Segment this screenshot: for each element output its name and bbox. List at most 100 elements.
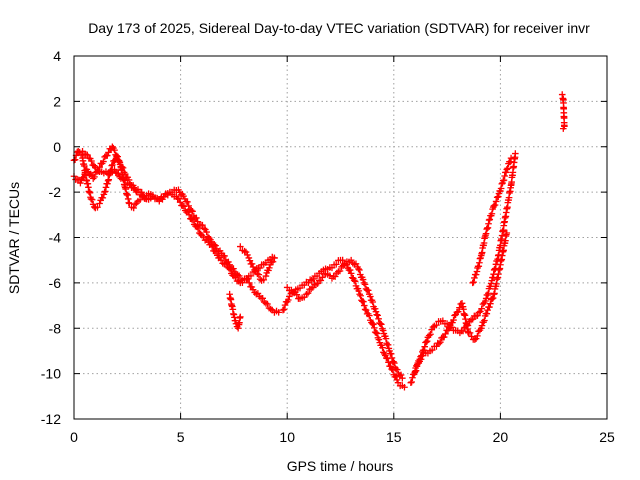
data-point xyxy=(506,158,514,166)
data-point xyxy=(478,305,485,312)
data-point xyxy=(242,248,250,256)
data-point xyxy=(256,275,264,283)
data-point xyxy=(359,276,367,283)
data-point xyxy=(200,225,208,232)
data-point xyxy=(450,316,457,324)
data-point xyxy=(397,371,405,379)
data-point xyxy=(502,169,510,176)
data-point xyxy=(138,188,145,196)
data-point xyxy=(351,278,359,285)
data-point xyxy=(488,210,496,218)
data-point xyxy=(428,346,436,354)
data-point xyxy=(445,324,453,332)
data-point xyxy=(507,154,515,162)
data-point xyxy=(269,258,277,266)
data-point xyxy=(87,195,95,203)
data-point xyxy=(433,321,440,329)
data-point xyxy=(236,243,244,250)
data-point xyxy=(360,298,367,306)
data-point xyxy=(235,272,243,280)
data-point xyxy=(488,295,496,303)
data-point xyxy=(369,320,376,328)
data-point xyxy=(194,225,202,233)
data-point xyxy=(360,302,368,309)
y-tick-label: 4 xyxy=(53,48,61,64)
data-point xyxy=(489,294,497,302)
data-point xyxy=(185,211,193,219)
data-point xyxy=(255,271,263,278)
data-point xyxy=(373,330,381,337)
data-point xyxy=(487,300,494,307)
data-point xyxy=(379,344,386,351)
data-points xyxy=(70,91,568,391)
data-point xyxy=(346,266,354,274)
data-point xyxy=(369,298,377,306)
data-point xyxy=(467,316,475,324)
data-point xyxy=(501,172,508,180)
data-point xyxy=(267,305,274,313)
data-point xyxy=(454,308,462,315)
data-point xyxy=(470,278,477,286)
data-point xyxy=(245,279,253,287)
data-point xyxy=(440,333,448,341)
data-point xyxy=(474,332,481,340)
data-point xyxy=(411,369,419,376)
x-tick-label: 10 xyxy=(279,429,295,445)
data-point xyxy=(478,322,486,329)
data-point xyxy=(113,152,120,160)
data-point xyxy=(293,291,301,298)
data-point xyxy=(101,188,109,195)
data-point xyxy=(480,318,487,326)
data-point xyxy=(559,125,567,132)
data-point xyxy=(197,230,204,238)
data-point xyxy=(504,165,511,172)
data-point xyxy=(104,180,111,187)
data-point xyxy=(408,378,415,386)
data-point xyxy=(417,355,425,363)
data-point xyxy=(370,321,377,328)
data-point xyxy=(275,309,282,316)
data-point xyxy=(371,305,379,313)
y-tick-label: 0 xyxy=(53,139,61,155)
data-point xyxy=(503,166,511,173)
data-point xyxy=(379,327,387,334)
data-point xyxy=(210,241,218,248)
data-point xyxy=(491,201,499,209)
data-point xyxy=(336,267,344,275)
data-point xyxy=(252,266,260,274)
data-point xyxy=(102,184,110,191)
data-point xyxy=(372,308,380,315)
data-point xyxy=(304,289,312,297)
x-axis-label: GPS time / hours xyxy=(287,458,394,474)
data-point xyxy=(364,287,372,294)
y-tick-label: -12 xyxy=(41,411,61,427)
y-tick-label: -8 xyxy=(49,320,62,336)
data-point xyxy=(393,366,401,373)
data-point xyxy=(189,207,196,215)
data-point xyxy=(497,185,505,192)
data-point xyxy=(391,359,398,367)
data-point xyxy=(331,273,339,280)
data-point xyxy=(109,143,116,151)
data-point xyxy=(407,379,415,386)
data-point xyxy=(401,383,408,391)
data-point xyxy=(421,343,429,351)
data-point xyxy=(111,146,118,154)
data-point xyxy=(442,330,449,338)
data-point xyxy=(492,198,500,205)
data-point xyxy=(500,176,508,184)
data-point xyxy=(485,289,492,297)
data-point xyxy=(88,157,95,165)
data-point xyxy=(374,312,381,319)
data-point xyxy=(262,272,270,280)
data-point xyxy=(103,152,111,159)
data-point xyxy=(361,281,369,288)
x-tick-label: 5 xyxy=(177,429,185,445)
data-point xyxy=(373,311,381,318)
data-point xyxy=(356,266,363,274)
data-point xyxy=(493,194,501,201)
y-tick-label: -4 xyxy=(49,230,62,246)
plot-frame xyxy=(73,55,608,420)
data-point xyxy=(87,170,94,178)
